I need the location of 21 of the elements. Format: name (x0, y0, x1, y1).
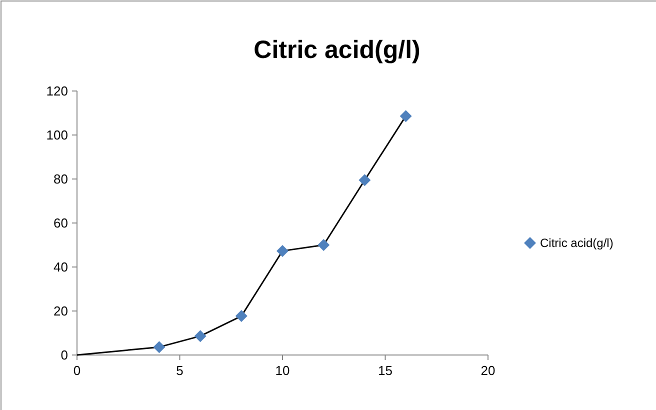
x-tick-label: 0 (73, 363, 81, 378)
x-tick-label: 5 (176, 363, 184, 378)
y-tick-label: 0 (60, 348, 68, 363)
y-tick-label: 80 (54, 172, 68, 187)
x-tick-label: 20 (480, 363, 496, 378)
x-tick-label: 10 (275, 363, 290, 378)
point (318, 239, 330, 251)
point (194, 330, 206, 342)
y-tick-label: 120 (46, 84, 68, 99)
point (153, 341, 166, 354)
point (276, 244, 288, 257)
point (400, 110, 412, 122)
x-tick-label: 15 (378, 363, 392, 378)
point (235, 310, 248, 322)
legend-label: Citric acid(g/l) (540, 236, 614, 250)
y-tick-label: 100 (46, 128, 68, 143)
y-tick-label: 60 (54, 216, 68, 231)
point (358, 174, 371, 186)
y-tick-label: 20 (54, 304, 68, 319)
y-tick-label: 40 (54, 260, 68, 275)
chart-title: Citric acid(g/l) (254, 36, 420, 64)
